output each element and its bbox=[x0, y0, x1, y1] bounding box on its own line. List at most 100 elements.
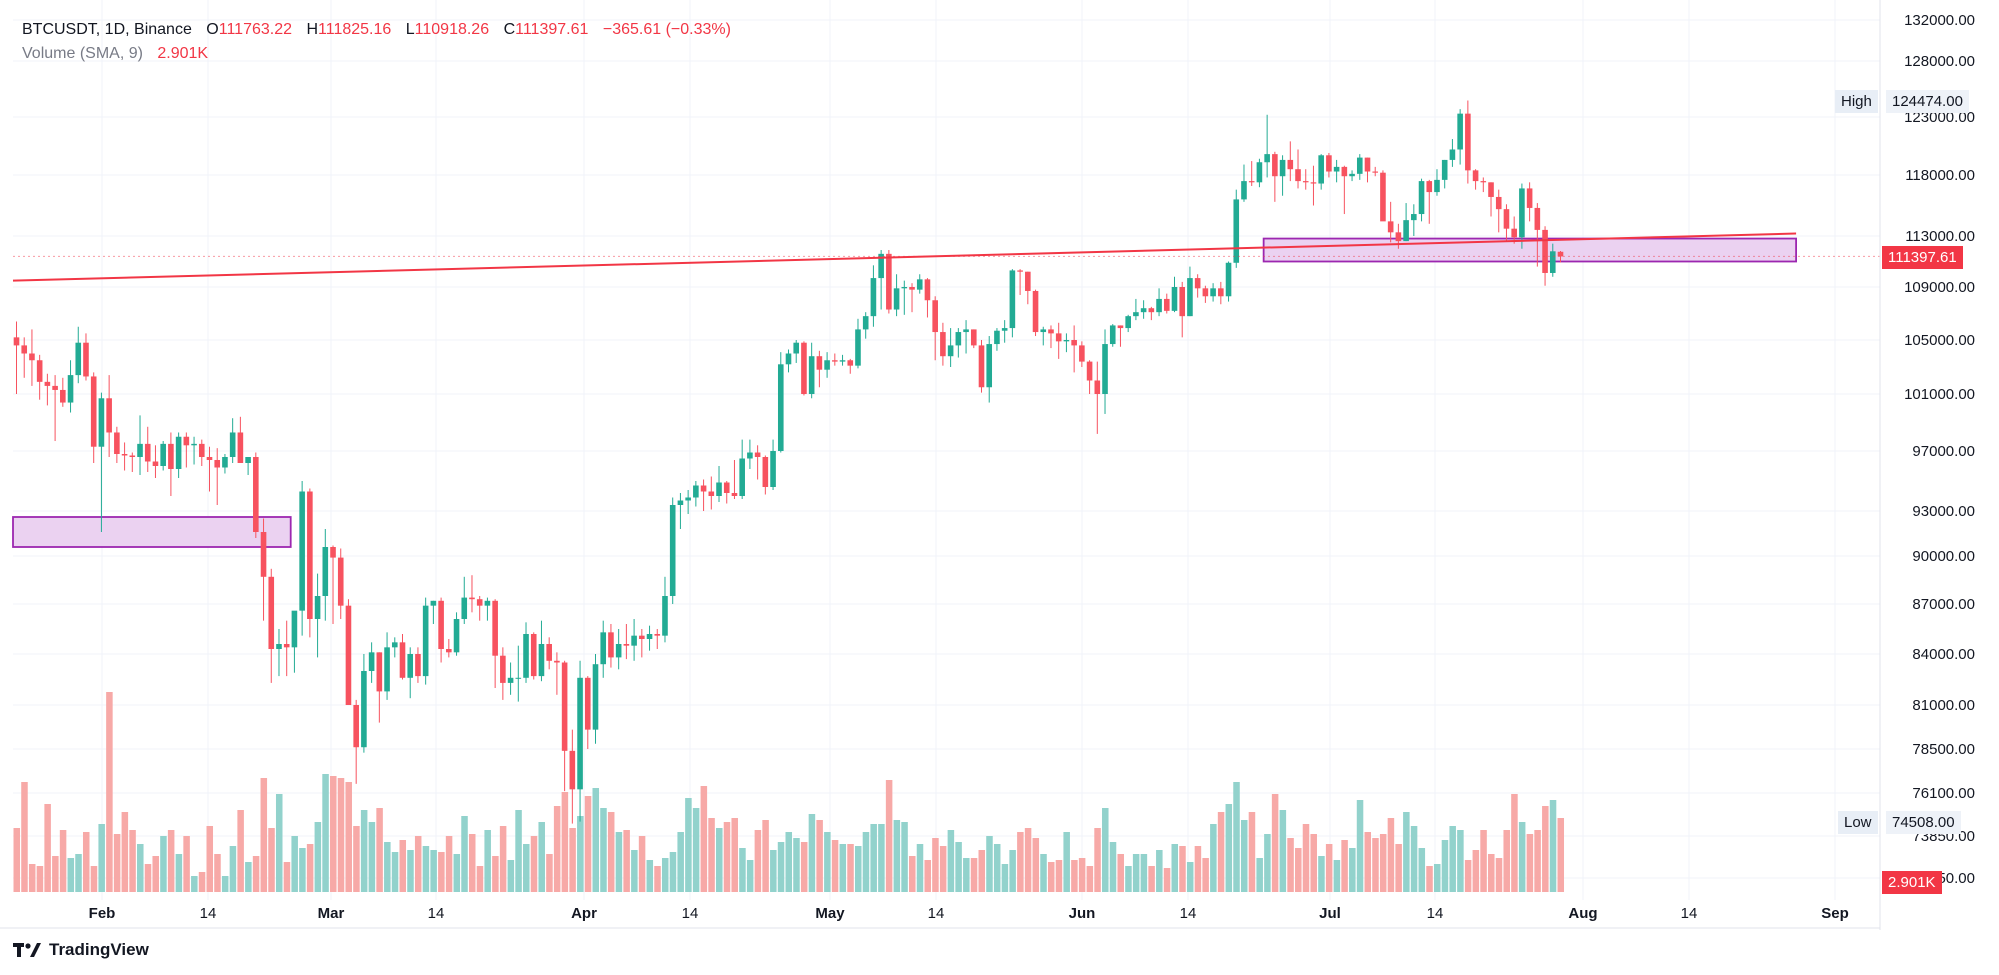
trendline[interactable] bbox=[12, 232, 1797, 282]
volume-bar bbox=[191, 876, 198, 892]
volume-bar bbox=[1248, 812, 1256, 892]
candle-body bbox=[1163, 298, 1170, 311]
candle-body bbox=[1411, 214, 1417, 221]
x-tick-label: Apr bbox=[571, 905, 597, 922]
volume-bar bbox=[260, 778, 268, 892]
volume-bar bbox=[360, 810, 368, 892]
volume-bar bbox=[499, 826, 507, 892]
volume-bar bbox=[28, 864, 36, 892]
volume-bar bbox=[1109, 842, 1117, 892]
volume-bar bbox=[283, 862, 291, 892]
candle-body bbox=[615, 644, 622, 658]
candle-body bbox=[198, 443, 205, 457]
candle-body bbox=[1511, 228, 1517, 238]
trend-line[interactable] bbox=[12, 232, 1880, 282]
candle-body bbox=[1449, 149, 1456, 160]
candle-body bbox=[631, 635, 637, 646]
volume-bar bbox=[206, 826, 214, 892]
candle-body bbox=[1248, 181, 1255, 183]
candle-body bbox=[461, 597, 468, 619]
volume-bar bbox=[13, 828, 21, 892]
volume-bar bbox=[1040, 854, 1047, 892]
zone-rect[interactable] bbox=[1262, 237, 1798, 263]
candle-body bbox=[245, 457, 251, 463]
volume-bar bbox=[1210, 824, 1217, 892]
volume-bar bbox=[152, 856, 159, 892]
volume-bar bbox=[661, 858, 669, 892]
candle-body bbox=[1495, 196, 1502, 210]
volume-bar bbox=[407, 850, 414, 892]
tradingview-logo[interactable]: TradingView bbox=[13, 940, 149, 960]
volume-bar bbox=[909, 856, 916, 892]
candle-body bbox=[137, 443, 143, 457]
candle-body bbox=[530, 634, 537, 677]
volume-bar bbox=[291, 836, 298, 892]
candle-body bbox=[1256, 162, 1263, 183]
volume-bar bbox=[476, 866, 484, 892]
candle-body bbox=[523, 634, 529, 678]
volume-bar bbox=[885, 780, 893, 892]
volume-bar bbox=[90, 866, 98, 892]
volume-bar bbox=[353, 826, 360, 892]
volume-bar bbox=[646, 860, 654, 892]
candle-body bbox=[391, 642, 398, 648]
volume-bar bbox=[1264, 834, 1271, 892]
candle-body bbox=[1148, 308, 1155, 313]
candle-body bbox=[214, 460, 221, 468]
volume-bar bbox=[970, 858, 978, 892]
candle-body bbox=[932, 300, 938, 333]
zone-rect[interactable] bbox=[12, 516, 292, 548]
candle-body bbox=[832, 360, 838, 362]
volume-bar bbox=[754, 830, 762, 892]
candle-body bbox=[106, 398, 112, 433]
volume-bar bbox=[569, 828, 576, 892]
candle-body bbox=[1117, 325, 1124, 329]
candle-body bbox=[307, 491, 313, 619]
volume-bar bbox=[1310, 834, 1317, 892]
candle-body bbox=[955, 332, 962, 346]
close-value: 111397.61 bbox=[515, 21, 589, 38]
candle-body bbox=[608, 632, 614, 658]
high-value: 111825.16 bbox=[318, 21, 392, 38]
candle-body bbox=[36, 360, 43, 382]
volume-bar bbox=[1125, 866, 1132, 892]
volume-bar bbox=[1295, 848, 1302, 892]
volume-bar bbox=[438, 852, 445, 892]
volume-header[interactable]: Volume (SMA, 9) 2.901K bbox=[22, 45, 208, 63]
candle-body bbox=[67, 375, 74, 403]
symbol-header[interactable]: BTCUSDT, 1D, Binance O111763.22 H111825.… bbox=[22, 21, 731, 39]
volume-bar bbox=[623, 830, 630, 892]
candle-body bbox=[708, 491, 715, 496]
volume-bar bbox=[669, 852, 677, 892]
candle-body bbox=[1048, 329, 1054, 334]
x-tick-label: 14 bbox=[928, 905, 945, 922]
volume-bar bbox=[1094, 828, 1101, 892]
last-price-badge[interactable]: 111397.61 bbox=[1882, 246, 1963, 269]
candle-body bbox=[1009, 270, 1016, 329]
candle-body bbox=[500, 655, 506, 683]
volume-bar bbox=[1271, 794, 1279, 892]
volume-bar bbox=[1511, 794, 1518, 892]
low-value-badge: 74508.00 bbox=[1886, 811, 1961, 834]
volume-bar bbox=[252, 856, 260, 892]
candle-body bbox=[1156, 298, 1162, 313]
x-tick-label: 14 bbox=[1427, 905, 1444, 922]
y-tick-label: 87000.00 bbox=[1912, 596, 1975, 613]
candle-body bbox=[446, 649, 452, 653]
candle-body bbox=[669, 505, 676, 596]
candle-body bbox=[253, 457, 259, 532]
volume-bar bbox=[21, 782, 28, 892]
volume-bar bbox=[52, 856, 59, 892]
candle-body bbox=[1179, 287, 1186, 317]
x-tick-label: 14 bbox=[682, 905, 699, 922]
axes: 132000.00 128000.00 123000.00 118000.00 1130… bbox=[0, 0, 1975, 930]
x-tick-label: 14 bbox=[428, 905, 445, 922]
volume-bar bbox=[268, 828, 275, 892]
volume-bar bbox=[399, 840, 407, 892]
candle-body bbox=[785, 353, 792, 365]
candle-body bbox=[1364, 157, 1371, 172]
low-label: L bbox=[405, 21, 415, 38]
candle-body bbox=[1032, 290, 1039, 333]
y-tick-label: 78500.00 bbox=[1912, 741, 1975, 758]
